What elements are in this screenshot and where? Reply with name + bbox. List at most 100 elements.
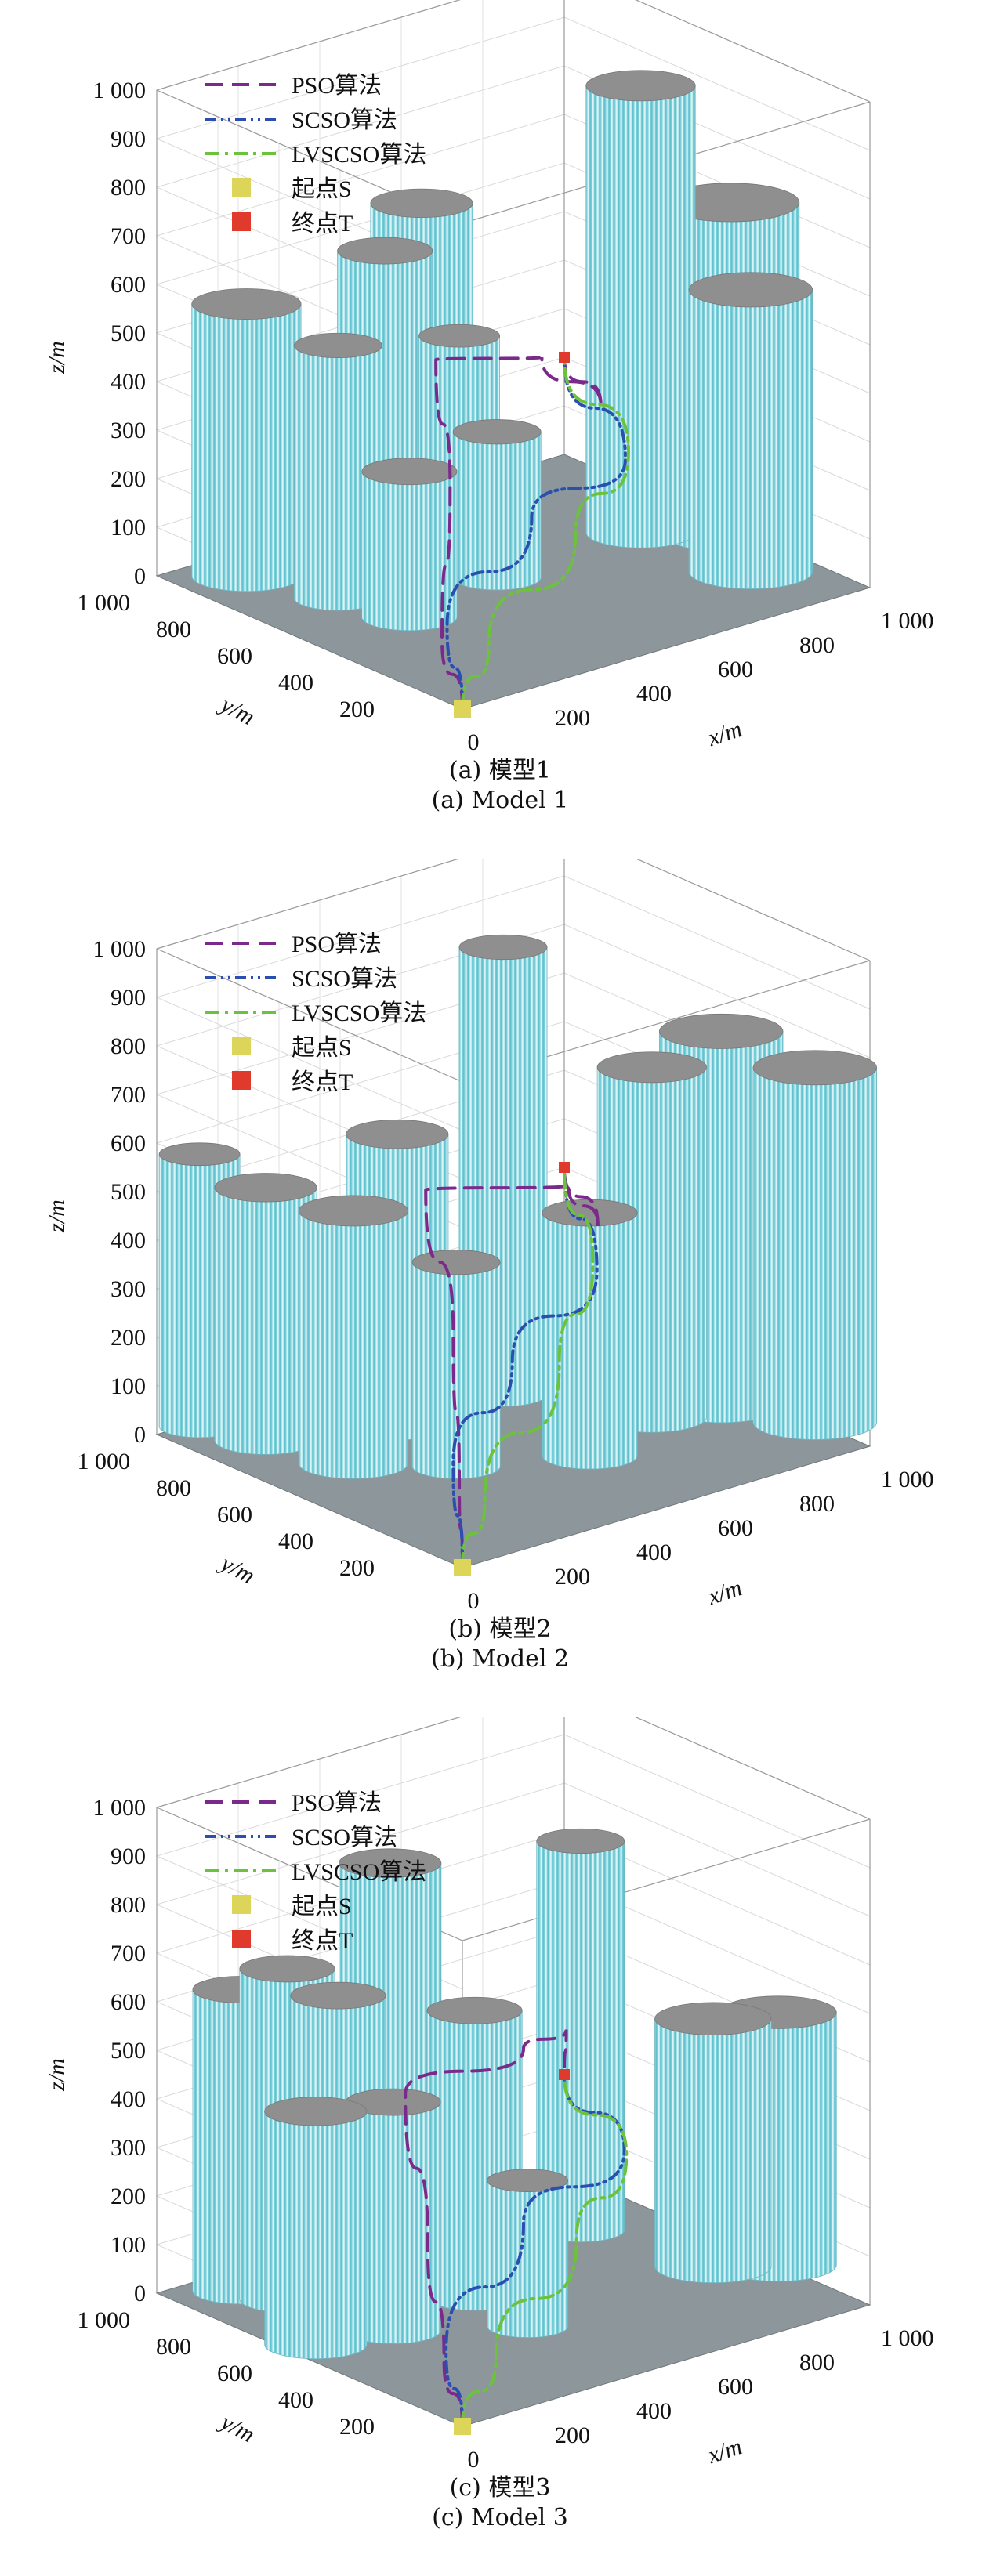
x-tick-label: 800 xyxy=(799,1491,835,1517)
legend-swatch xyxy=(232,212,251,231)
obstacle-cylinder xyxy=(361,458,458,631)
x-tick-label: 0 xyxy=(468,2447,480,2469)
x-tick-label: 800 xyxy=(799,632,835,658)
chart-model-2: 0 100 200 300 400 500 600 700 800 900 1 000 200 400 6… xyxy=(44,859,934,1611)
obstacle-cylinder xyxy=(688,272,813,589)
z-tick-label: 1 000 xyxy=(93,1795,147,1821)
caption-cn-3: (c) 模型3 xyxy=(449,2474,551,2502)
obstacle-cylinder xyxy=(293,332,382,611)
panel-model-2: 0 100 200 300 400 500 600 700 800 900 1 000 200 400 6… xyxy=(0,859,1000,1717)
obstacle-cylinder xyxy=(487,2169,569,2338)
obstacle-body xyxy=(585,85,696,548)
x-tick-label: 400 xyxy=(636,1539,672,1565)
z-tick-label: 300 xyxy=(111,418,146,443)
y-tick-label: 600 xyxy=(217,2361,252,2386)
obstacle-body xyxy=(298,1210,408,1479)
z-tick-label: 0 xyxy=(134,1422,146,1448)
panel-model-1: 0 100 200 300 400 500 600 700 800 900 1 000 200 400 6… xyxy=(0,0,1000,859)
path-lvscso xyxy=(461,356,630,711)
z-tick-label: 900 xyxy=(111,1843,146,1869)
x-axis-label: x/m xyxy=(704,2433,745,2469)
x-tick-label: 600 xyxy=(718,657,753,682)
obstacle-body xyxy=(411,1261,501,1479)
obstacle-cylinder xyxy=(345,2088,441,2344)
obstacle-top xyxy=(158,1142,241,1167)
obstacle-top xyxy=(339,1848,442,1878)
z-axis-label: z/m xyxy=(44,1199,70,1233)
y-tick-label: 1 000 xyxy=(78,2307,131,2333)
obstacle-top xyxy=(752,1050,878,1086)
y-tick-label: 800 xyxy=(156,1475,191,1501)
legend-label: 终点T xyxy=(292,1069,353,1095)
z-tick-label: 0 xyxy=(134,563,146,589)
x-tick-label: 1 000 xyxy=(881,608,934,634)
path-scso xyxy=(445,356,628,711)
flight-paths xyxy=(404,2029,629,2428)
z-tick-label: 100 xyxy=(111,1373,146,1399)
obstacle-cylinder xyxy=(542,1199,638,1470)
y-tick-label: 200 xyxy=(339,2414,375,2440)
obstacle-top xyxy=(542,1199,638,1227)
obstacle-top xyxy=(370,188,473,219)
y-tick-label: 600 xyxy=(217,1502,252,1528)
obstacle-body xyxy=(361,471,458,631)
legend-label: PSO算法 xyxy=(292,932,382,957)
z-tick-label: 200 xyxy=(111,1325,146,1351)
caption-en-1: (a) Model 1 xyxy=(431,787,569,814)
obstacle-top xyxy=(298,1195,409,1227)
obstacle-top xyxy=(426,1996,523,2024)
obstacle-top xyxy=(659,1013,784,1049)
obstacle-body xyxy=(452,431,542,591)
legend-label: SCSO算法 xyxy=(292,107,397,133)
x-tick-label: 400 xyxy=(636,681,672,707)
z-tick-label: 200 xyxy=(111,466,146,492)
obstacles xyxy=(158,934,878,1479)
obstacle-body xyxy=(752,1067,877,1440)
obstacle-top xyxy=(290,1981,386,2010)
z-tick-label: 500 xyxy=(111,2038,146,2064)
z-tick-label: 700 xyxy=(111,223,146,249)
start-marker xyxy=(454,1559,471,1576)
obstacle-top xyxy=(487,2169,569,2192)
legend-label: PSO算法 xyxy=(292,1790,382,1816)
obstacle-cylinder xyxy=(264,2097,368,2360)
obstacle-top xyxy=(239,1955,335,1983)
obstacle-top xyxy=(418,324,500,348)
z-tick-label: 900 xyxy=(111,126,146,152)
z-tick-label: 400 xyxy=(111,369,146,395)
path-pso xyxy=(424,1166,600,1569)
obstacle-top xyxy=(458,934,548,961)
caption-en-2: (b) Model 2 xyxy=(430,1645,570,1673)
obstacle-top xyxy=(337,237,433,265)
start-marker xyxy=(454,2418,471,2435)
legend-swatch xyxy=(232,1930,251,1948)
x-tick-label: 600 xyxy=(718,2374,753,2400)
x-tick-label: 600 xyxy=(718,1515,753,1541)
chart-model-3: 0 100 200 300 400 500 600 700 800 900 1 000 200 400 6… xyxy=(44,1717,934,2469)
obstacle-cylinder xyxy=(214,1173,317,1455)
legend-swatch xyxy=(232,1071,251,1090)
obstacle-top xyxy=(346,1120,449,1149)
path-pso xyxy=(404,2029,568,2428)
caption-en-3: (c) Model 3 xyxy=(432,2504,568,2531)
z-tick-label: 1 000 xyxy=(93,78,147,103)
z-tick-label: 400 xyxy=(111,2086,146,2112)
obstacles xyxy=(192,1828,837,2360)
z-tick-label: 600 xyxy=(111,1131,146,1156)
flight-paths xyxy=(424,1166,600,1569)
caption-cn-1: (a) 模型1 xyxy=(449,757,551,784)
y-axis-label: y/m xyxy=(215,1549,259,1589)
y-tick-label: 400 xyxy=(278,670,313,696)
x-tick-label: 800 xyxy=(799,2350,835,2375)
chart-model-1: 0 100 200 300 400 500 600 700 800 900 1 000 200 400 6… xyxy=(44,0,934,752)
x-tick-label: 1 000 xyxy=(881,1467,934,1492)
x-axis-label: x/m xyxy=(704,716,745,751)
obstacle-top xyxy=(293,332,382,359)
path-pso xyxy=(434,356,603,711)
obstacle-top xyxy=(536,1828,625,1854)
obstacle-cylinder xyxy=(654,2002,772,2284)
path-lvscso xyxy=(461,2073,629,2428)
panel-model-3: 0 100 200 300 400 500 600 700 800 900 1 000 200 400 6… xyxy=(0,1717,1000,2576)
x-tick-label: 1 000 xyxy=(881,2325,934,2351)
